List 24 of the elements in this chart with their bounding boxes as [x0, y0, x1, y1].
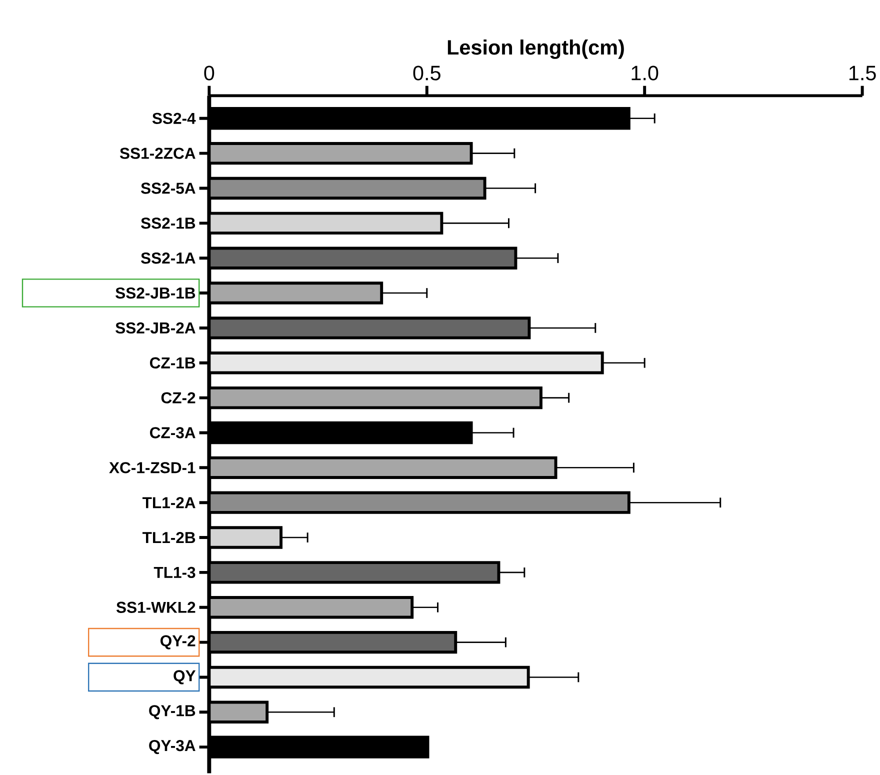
- y-tick-label: QY-3A: [149, 740, 196, 754]
- y-tick-label: SS2-1B: [140, 217, 196, 229]
- y-tick-label: QY-1B: [149, 704, 196, 720]
- x-tick-label: 1.5: [849, 66, 876, 80]
- y-tick-label: SS2-4: [152, 112, 196, 124]
- y-tick-label: CZ-3A: [150, 427, 196, 438]
- x-tick-label: 0: [204, 66, 214, 80]
- y-tick-label: SS2-JB-2A: [116, 322, 196, 334]
- y-tick-label: TL1-2A: [142, 496, 196, 508]
- y-tick-label: QY: [174, 670, 196, 684]
- x-axis-title: Lesion length(cm): [448, 39, 624, 59]
- y-tick-label: SS2-JB-1B: [116, 287, 196, 299]
- y-tick-label: QY-2: [160, 635, 196, 650]
- y-tick-label: TL1-2B: [142, 532, 196, 543]
- y-tick-label: SS1-2ZCA: [120, 148, 196, 159]
- y-tick-label: XC-1-ZSD-1: [109, 462, 196, 474]
- y-tick-label: SS2-5A: [140, 182, 196, 194]
- y-tick-label: CZ-1B: [150, 357, 196, 368]
- x-tick-label: 0.5: [413, 66, 440, 80]
- x-tick-label: 1.0: [632, 66, 658, 80]
- y-tick-label: SS2-1A: [140, 252, 196, 264]
- y-tick-label: TL1-3: [154, 566, 196, 578]
- y-tick-label: CZ-2: [161, 392, 196, 404]
- y-tick-label: SS1-WKL2: [116, 602, 196, 613]
